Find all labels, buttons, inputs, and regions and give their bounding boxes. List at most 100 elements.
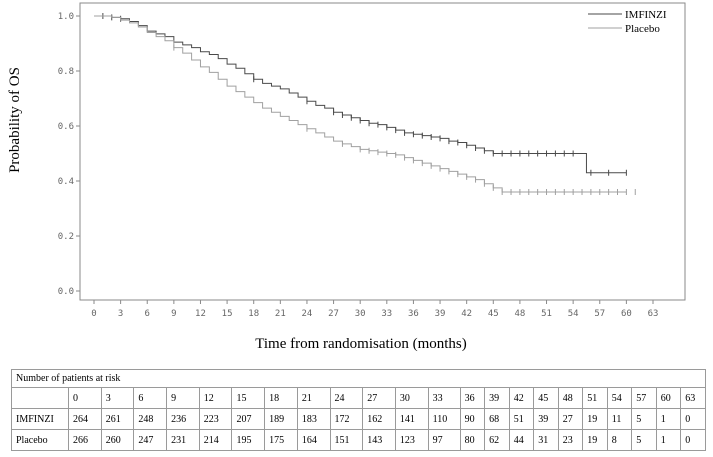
x-tick-label: 57 — [594, 309, 605, 319]
risk-table-timepoint: 12 — [198, 387, 233, 409]
risk-table-row-label: IMFINZI — [11, 408, 69, 430]
risk-table-timepoint: 15 — [231, 387, 266, 409]
risk-table-cell: 261 — [100, 408, 135, 430]
risk-table-timepoint: 24 — [329, 387, 364, 409]
y-tick-label: 0.4 — [58, 177, 74, 187]
risk-table-cell: 0 — [680, 429, 706, 451]
x-tick-label: 33 — [381, 309, 392, 319]
risk-table-cell: 172 — [329, 408, 364, 430]
x-tick-label: 63 — [648, 309, 659, 319]
risk-table-timepoint: 6 — [133, 387, 168, 409]
risk-table-cell: 110 — [427, 408, 461, 430]
risk-table-cell: 195 — [231, 429, 266, 451]
risk-table-cell: 8 — [606, 429, 633, 451]
x-tick-label: 51 — [541, 309, 552, 319]
y-tick-label: 1.0 — [58, 12, 74, 22]
x-tick-label: 30 — [355, 309, 366, 319]
risk-table-timepoint: 21 — [296, 387, 331, 409]
x-tick-label: 48 — [514, 309, 525, 319]
x-tick-label: 45 — [488, 309, 499, 319]
y-tick-label: 0.0 — [58, 287, 74, 297]
risk-table-cell: 1 — [655, 429, 682, 451]
risk-table-cell: 1 — [655, 408, 682, 430]
table-row: IMFINZI 264 261 248 236 223 207 189 183 172 162 141… — [11, 408, 706, 430]
risk-table-cell: 97 — [427, 429, 461, 451]
x-axis-ticks: 0 3 6 9 12 15 18 21 24 27 30 33 36 39 42 45 48 51 54 57 60 63 — [91, 300, 658, 319]
risk-table-timepoint: 39 — [484, 387, 510, 409]
risk-table-cell: 68 — [484, 408, 510, 430]
risk-table-timepoint: 42 — [508, 387, 535, 409]
risk-table-cell: 19 — [582, 429, 608, 451]
survival-curves — [94, 13, 636, 195]
risk-table-cell: 236 — [166, 408, 200, 430]
risk-table-cell: 164 — [296, 429, 331, 451]
x-tick-label: 60 — [621, 309, 632, 319]
risk-table-cell: 5 — [631, 408, 657, 430]
risk-table-cell: 207 — [231, 408, 266, 430]
curve-placebo — [94, 15, 627, 193]
risk-table-cell: 143 — [362, 429, 396, 451]
x-tick-label: 18 — [248, 309, 259, 319]
risk-table-cell: 214 — [198, 429, 233, 451]
risk-table-timepoint: 48 — [557, 387, 584, 409]
risk-table-cell: 5 — [631, 429, 657, 451]
risk-table-cell: 248 — [133, 408, 168, 430]
x-tick-label: 24 — [302, 309, 313, 319]
risk-table-cell: 0 — [680, 408, 706, 430]
x-tick-label: 3 — [118, 309, 123, 319]
risk-table-cell: 123 — [394, 429, 429, 451]
x-tick-label: 27 — [328, 309, 339, 319]
risk-table-cell: 23 — [557, 429, 584, 451]
risk-table-cell: 260 — [100, 429, 135, 451]
risk-table-timepoint: 51 — [582, 387, 608, 409]
risk-table-timepoint: 45 — [533, 387, 559, 409]
risk-table-cell: 44 — [508, 429, 535, 451]
risk-table-cell: 80 — [459, 429, 486, 451]
risk-table-timepoint: 18 — [264, 387, 298, 409]
x-tick-label: 36 — [408, 309, 419, 319]
risk-table-timepoint: 0 — [68, 387, 102, 409]
risk-table-timepoint: 60 — [655, 387, 682, 409]
risk-table-cell: 223 — [198, 408, 233, 430]
x-tick-label: 42 — [461, 309, 472, 319]
risk-table-cell: 151 — [329, 429, 364, 451]
risk-table-timepoint: 3 — [100, 387, 135, 409]
x-tick-label: 21 — [275, 309, 286, 319]
table-row: Placebo 266 260 247 231 214 195 175 164 151 143 123… — [11, 429, 706, 451]
risk-table-cell: 247 — [133, 429, 168, 451]
y-axis-title: Probability of OS — [7, 67, 23, 173]
y-axis-ticks: 0.0 0.2 0.4 0.6 0.8 1.0 — [58, 12, 80, 297]
y-tick-label: 0.2 — [58, 232, 74, 242]
x-axis-title: Time from randomisation (months) — [255, 336, 467, 352]
legend: IMFINZI Placebo — [588, 9, 667, 35]
risk-table-title: Number of patients at risk — [11, 369, 706, 388]
risk-table-cell: 51 — [508, 408, 535, 430]
risk-table-timepoint: 54 — [606, 387, 633, 409]
risk-table-timepoint: 57 — [631, 387, 657, 409]
km-chart: 0.00.20.40.60.81.0 0 3 6 9 12 15 18 21 24 27 30 33 3… — [7, 2, 686, 352]
risk-table-timepoint: 27 — [362, 387, 396, 409]
risk-table-cell: 175 — [264, 429, 298, 451]
x-tick-label: 12 — [195, 309, 206, 319]
risk-table-cell: 141 — [394, 408, 429, 430]
y-tick-label: 0.8 — [58, 67, 74, 77]
risk-table-cell: 189 — [264, 408, 298, 430]
risk-table-cell: 11 — [606, 408, 633, 430]
risk-table-timepoint: 63 — [680, 387, 706, 409]
risk-table-timepoint: 36 — [459, 387, 486, 409]
x-tick-label: 6 — [145, 309, 150, 319]
x-tick-label: 39 — [435, 309, 446, 319]
risk-table-timepoint: 9 — [166, 387, 200, 409]
legend-label: IMFINZI — [625, 9, 667, 21]
x-tick-label: 9 — [171, 309, 176, 319]
risk-table-cell: 266 — [68, 429, 102, 451]
x-tick-label: 15 — [222, 309, 233, 319]
risk-table-cell: 31 — [533, 429, 559, 451]
plot-frame — [79, 2, 686, 301]
risk-table-cell: 19 — [582, 408, 608, 430]
risk-table-cell: 264 — [68, 408, 102, 430]
risk-table-header-row: 0 3 6 9 12 15 18 21 24 27 30 33 36 39 42 45 48 51 54 57 60 63 — [11, 387, 706, 409]
risk-table: Number of patients at risk 0 3 6 9 12 15 18 21 24… — [11, 369, 706, 451]
risk-table-cell: 183 — [296, 408, 331, 430]
risk-table-cell: 39 — [533, 408, 559, 430]
